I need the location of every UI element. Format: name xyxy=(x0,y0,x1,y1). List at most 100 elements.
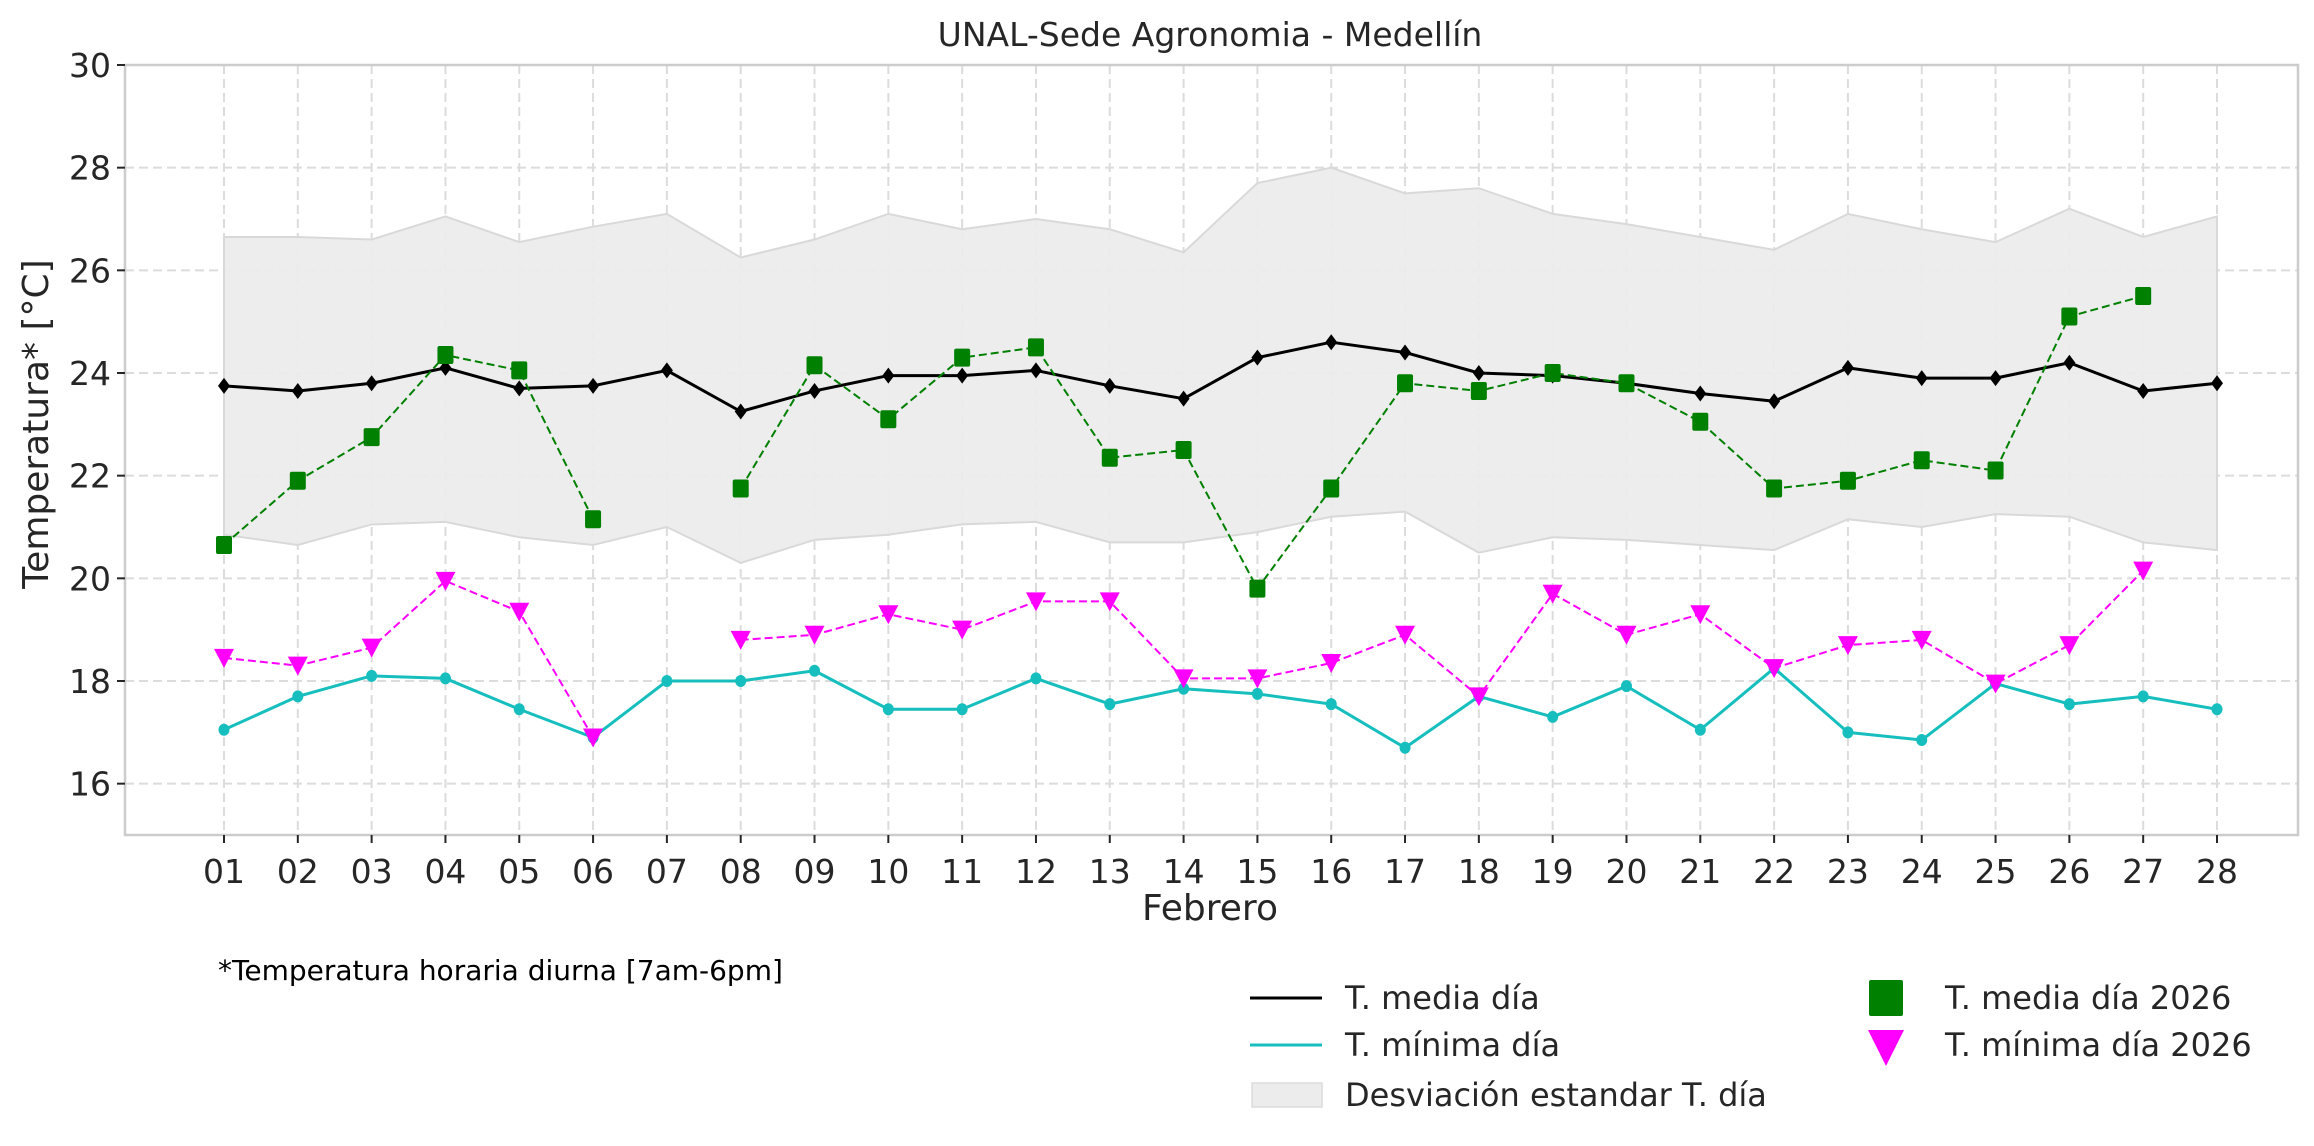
axes xyxy=(117,63,2300,843)
x-tick-label: 18 xyxy=(1458,852,1500,891)
data-point xyxy=(1542,584,1563,604)
x-tick-label: 04 xyxy=(424,852,466,891)
data-point xyxy=(1472,365,1485,381)
x-tick-label: 03 xyxy=(351,852,393,891)
data-point xyxy=(1618,374,1635,393)
x-tick-label: 23 xyxy=(1827,852,1869,891)
data-point xyxy=(1911,630,1932,650)
data-point xyxy=(1027,338,1044,357)
data-point xyxy=(1544,364,1561,382)
data-point xyxy=(509,602,530,622)
data-point xyxy=(2059,636,2080,656)
series-line xyxy=(223,579,594,738)
data-point xyxy=(289,471,306,490)
data-point xyxy=(806,356,823,375)
data-point xyxy=(1692,412,1709,431)
data-point xyxy=(513,380,526,397)
x-tick-label: 06 xyxy=(572,852,614,891)
x-tick-label: 22 xyxy=(1753,852,1795,891)
x-tick-label: 02 xyxy=(277,852,319,891)
x-tick-label: 26 xyxy=(2048,852,2090,891)
legend: T. media día T. mínima día Desviación es… xyxy=(1250,979,2252,1114)
data-point xyxy=(1101,448,1118,467)
data-point xyxy=(1694,723,1706,736)
data-point xyxy=(2133,561,2154,581)
data-point xyxy=(1251,349,1264,366)
data-point xyxy=(954,348,971,367)
legend-swatch-min-2026 xyxy=(1868,1030,1904,1066)
data-point xyxy=(1690,605,1711,625)
data-point xyxy=(1913,451,1930,470)
data-point xyxy=(1099,592,1120,612)
x-tick-label: 09 xyxy=(794,852,836,891)
data-point xyxy=(878,605,899,625)
data-point xyxy=(1620,680,1632,693)
data-point xyxy=(361,638,382,658)
data-point xyxy=(1547,710,1559,723)
data-point xyxy=(660,362,673,379)
data-point xyxy=(732,479,749,498)
data-point xyxy=(291,382,304,399)
data-point xyxy=(218,377,230,394)
data-point xyxy=(1325,334,1338,351)
data-point xyxy=(1251,687,1263,700)
data-point xyxy=(1173,669,1194,689)
data-point xyxy=(439,672,451,685)
axes-frame xyxy=(123,63,2300,837)
legend-swatch-band xyxy=(1251,1082,1323,1108)
x-tick-label: 17 xyxy=(1384,852,1426,891)
data-point xyxy=(1025,592,1046,612)
x-tick-label: 24 xyxy=(1901,852,1943,891)
x-tick-label: 13 xyxy=(1089,852,1131,891)
data-point xyxy=(882,703,894,716)
data-point xyxy=(437,346,454,365)
x-tick-label: 27 xyxy=(2122,852,2164,891)
legend-label-min-2026: T. mínima día 2026 xyxy=(1944,1026,2252,1064)
data-point xyxy=(583,728,604,748)
data-point xyxy=(1247,669,1268,689)
data-point xyxy=(2135,287,2152,305)
data-point xyxy=(1841,359,1854,376)
data-point xyxy=(1029,362,1042,379)
data-point xyxy=(735,675,747,687)
data-point xyxy=(1325,698,1337,711)
data-point xyxy=(1915,370,1928,387)
series-line xyxy=(223,340,2218,413)
y-tick-labels: 16 18 20 22 24 26 28 30 xyxy=(69,46,111,804)
x-tick-label: 08 xyxy=(720,852,762,891)
std-dev-band xyxy=(223,166,2218,565)
data-point xyxy=(1177,390,1190,407)
x-tick-label: 19 xyxy=(1532,852,1574,891)
footnote: *Temperatura horaria diurna [7am-6pm] xyxy=(218,954,783,987)
data-point xyxy=(1987,461,2004,480)
data-point xyxy=(1837,636,1858,656)
data-point xyxy=(216,535,232,554)
data-point xyxy=(2063,354,2076,371)
data-point xyxy=(1321,654,1342,674)
data-point xyxy=(365,375,378,392)
data-point xyxy=(1399,741,1411,754)
data-point xyxy=(292,690,304,703)
data-point xyxy=(1399,344,1412,361)
data-point xyxy=(1616,625,1637,645)
data-point xyxy=(1175,441,1192,459)
data-point xyxy=(1030,672,1042,685)
x-tick-label: 16 xyxy=(1310,852,1352,891)
legend-label-mean-2026: T. media día 2026 xyxy=(1944,979,2231,1017)
x-tick-label: 10 xyxy=(867,852,909,891)
data-point xyxy=(1989,370,2002,387)
data-point xyxy=(661,675,673,687)
data-point xyxy=(734,403,747,420)
x-tick-label: 11 xyxy=(941,852,983,891)
chart-title: UNAL-Sede Agronomia - Medellín xyxy=(938,15,1483,54)
legend-label-band: Desviación estandar T. día xyxy=(1345,1076,1767,1114)
data-point xyxy=(952,620,973,640)
data-point xyxy=(1839,471,1856,490)
legend-label-min: T. mínima día xyxy=(1344,1026,1560,1064)
x-tick-labels: 01 02 03 04 05 06 07 08 09 10 11 12 13 14 15 16 17 18 19 20… xyxy=(203,852,2238,891)
data-point xyxy=(1985,674,2006,694)
data-point xyxy=(1916,734,1928,747)
data-point xyxy=(1766,479,1783,498)
y-tick-label: 22 xyxy=(69,457,111,496)
